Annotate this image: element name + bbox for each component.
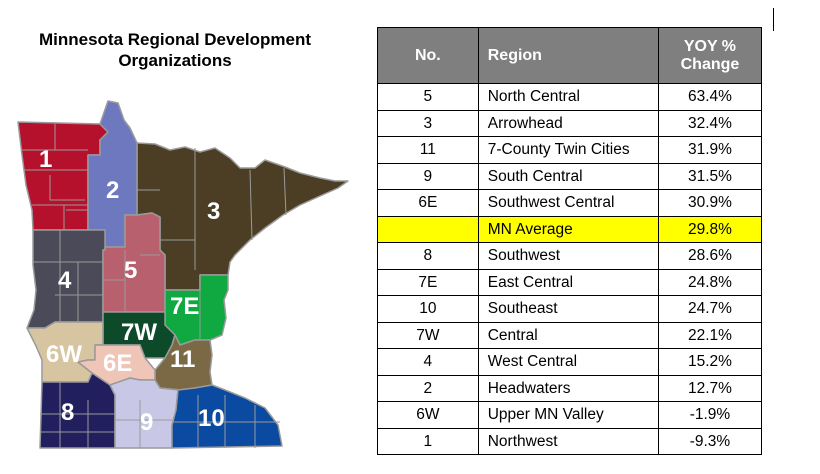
table-row: 3 Arrowhead 32.4%: [377, 109, 763, 137]
table-row: 11 7-County Twin Cities 31.9%: [377, 136, 763, 164]
label-8: 8: [61, 399, 74, 426]
cell-region: Arrowhead: [477, 109, 659, 137]
cell-region: Headwaters: [477, 374, 659, 402]
cell-region: South Central: [477, 162, 659, 190]
cell-region: Southwest Central: [477, 189, 659, 217]
title-line-2: Organizations: [118, 51, 232, 70]
table-row: 1 Northwest -9.3%: [377, 427, 763, 455]
label-11: 11: [170, 346, 195, 373]
cell-no: 2: [377, 374, 479, 402]
cell-no: 1: [377, 427, 479, 455]
cell-no: 8: [377, 242, 479, 270]
header-yoy-line2: Change: [680, 55, 740, 73]
cell-yoy: 22.1%: [657, 321, 763, 349]
table-row: 6E Southwest Central 30.9%: [377, 189, 763, 217]
region-3: [136, 142, 349, 291]
cell-region: Southeast: [477, 295, 659, 323]
label-1: 1: [39, 146, 52, 173]
cell-yoy: 24.8%: [657, 268, 763, 296]
cell-no: 4: [377, 348, 479, 376]
cell-no: [377, 215, 479, 243]
header-region: Region: [477, 27, 659, 84]
cell-region: 7-County Twin Cities: [477, 136, 659, 164]
header-yoy: YOY % Change: [657, 27, 763, 84]
cell-yoy: 31.9%: [657, 136, 763, 164]
label-9: 9: [140, 409, 153, 436]
cell-yoy: 29.8%: [657, 215, 763, 243]
cell-no: 11: [377, 136, 479, 164]
cell-no: 7E: [377, 268, 479, 296]
cell-no: 9: [377, 162, 479, 190]
header-no: No.: [377, 27, 479, 84]
region-labels: 1 2 3 4 5 7E 7W 6W 6E 11 8 9 10: [39, 146, 225, 436]
cell-no: 10: [377, 295, 479, 323]
header-yoy-line1: YOY %: [683, 37, 737, 55]
table-row-mn-average: MN Average 29.8%: [377, 215, 763, 243]
label-6E: 6E: [103, 350, 132, 377]
label-7W: 7W: [121, 319, 157, 346]
label-5: 5: [124, 257, 137, 284]
table-row: 4 West Central 15.2%: [377, 348, 763, 376]
label-4: 4: [58, 267, 72, 294]
cell-region: Northwest: [477, 427, 659, 455]
cell-no: 6W: [377, 401, 479, 429]
label-3: 3: [207, 198, 220, 225]
region-10: [171, 384, 283, 449]
cell-yoy: 15.2%: [657, 348, 763, 376]
region-8: [39, 372, 116, 449]
map-svg: 1 2 3 4 5 7E 7W 6W 6E 11 8 9 10: [17, 100, 349, 449]
yoy-change-table: No. Region YOY % Change 5 North Central 63…: [377, 27, 763, 455]
cell-no: 5: [377, 83, 479, 111]
label-2: 2: [106, 177, 119, 204]
table-row: 8 Southwest 28.6%: [377, 242, 763, 270]
cell-region: West Central: [477, 348, 659, 376]
cell-yoy: 24.7%: [657, 295, 763, 323]
cell-region: MN Average: [477, 215, 659, 243]
cell-yoy: -1.9%: [657, 401, 763, 429]
label-7E: 7E: [170, 293, 199, 320]
title-line-1: Minnesota Regional Development: [38, 30, 312, 49]
cell-yoy: 28.6%: [657, 242, 763, 270]
cell-no: 6E: [377, 189, 479, 217]
page-title: Minnesota Regional Development Organizat…: [22, 29, 328, 71]
text-cursor: [773, 8, 774, 31]
cell-region: Southwest: [477, 242, 659, 270]
cell-region: Upper MN Valley: [477, 401, 659, 429]
cell-yoy: 63.4%: [657, 83, 763, 111]
cell-yoy: 32.4%: [657, 109, 763, 137]
cell-yoy: 30.9%: [657, 189, 763, 217]
table-header-row: No. Region YOY % Change: [377, 27, 763, 84]
cell-region: North Central: [477, 83, 659, 111]
table-row: 5 North Central 63.4%: [377, 83, 763, 111]
cell-yoy: -9.3%: [657, 427, 763, 455]
cell-region: East Central: [477, 268, 659, 296]
table-row: 2 Headwaters 12.7%: [377, 374, 763, 402]
table-row: 6W Upper MN Valley -1.9%: [377, 401, 763, 429]
table-row: 9 South Central 31.5%: [377, 162, 763, 190]
label-6W: 6W: [46, 341, 82, 368]
cell-yoy: 12.7%: [657, 374, 763, 402]
county-lines: [22, 124, 287, 448]
table-row: 10 Southeast 24.7%: [377, 295, 763, 323]
label-10: 10: [198, 405, 225, 432]
cell-yoy: 31.5%: [657, 162, 763, 190]
table-row: 7E East Central 24.8%: [377, 268, 763, 296]
cell-no: 7W: [377, 321, 479, 349]
table-row: 7W Central 22.1%: [377, 321, 763, 349]
cell-no: 3: [377, 109, 479, 137]
cell-region: Central: [477, 321, 659, 349]
minnesota-region-map: 1 2 3 4 5 7E 7W 6W 6E 11 8 9 10: [0, 80, 360, 460]
